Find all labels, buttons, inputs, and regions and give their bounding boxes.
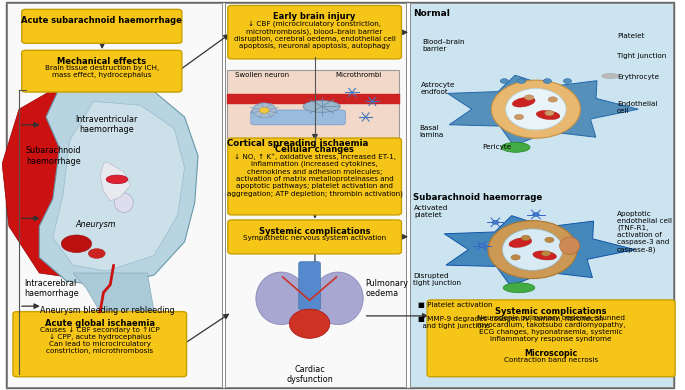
Text: Apoptotic
endothelial cell
(TNF-R1,
activation of
caspase-3 and
caspase-8): Apoptotic endothelial cell (TNF-R1, acti… <box>617 211 672 253</box>
Ellipse shape <box>525 95 534 100</box>
FancyBboxPatch shape <box>427 300 675 377</box>
Ellipse shape <box>511 255 520 260</box>
Ellipse shape <box>501 142 530 152</box>
Ellipse shape <box>253 103 276 118</box>
Ellipse shape <box>543 79 551 83</box>
Ellipse shape <box>256 272 306 324</box>
Text: Swollen neuron: Swollen neuron <box>235 72 289 78</box>
Text: Neurogenic pulmonary oedema, stunned
myocardium, takotsubo cardiomyopathy,
ECG c: Neurogenic pulmonary oedema, stunned myo… <box>477 315 625 342</box>
Ellipse shape <box>303 101 340 112</box>
Ellipse shape <box>517 79 525 83</box>
Text: Aneurysm: Aneurysm <box>75 220 116 229</box>
Text: Brain tissue destruction by ICH,
mass effect, hydrocephalus: Brain tissue destruction by ICH, mass ef… <box>45 65 159 78</box>
Ellipse shape <box>541 251 551 256</box>
Text: Systemic complications: Systemic complications <box>259 227 371 236</box>
Ellipse shape <box>560 237 580 254</box>
FancyBboxPatch shape <box>22 9 182 43</box>
Text: Intracerebral
haemorrhage: Intracerebral haemorrhage <box>24 279 78 298</box>
Ellipse shape <box>536 110 560 120</box>
Ellipse shape <box>478 244 485 248</box>
Ellipse shape <box>545 237 554 243</box>
FancyBboxPatch shape <box>251 110 345 125</box>
Polygon shape <box>445 216 635 286</box>
Text: Causes ↓ CBF secondary to ↑ICP
↓ CPP, acute hydrocephalus
Can lead to microcircu: Causes ↓ CBF secondary to ↑ICP ↓ CPP, ac… <box>40 326 160 355</box>
Ellipse shape <box>521 235 530 241</box>
Ellipse shape <box>114 193 133 213</box>
Ellipse shape <box>532 213 539 216</box>
Ellipse shape <box>545 110 554 116</box>
Ellipse shape <box>512 97 535 107</box>
Ellipse shape <box>509 238 532 248</box>
Text: ↓ CBF (microcirculatory constriction,
microthrombosis), blood–brain barrier
disr: ↓ CBF (microcirculatory constriction, mi… <box>234 20 395 49</box>
Text: Microthrombi: Microthrombi <box>336 72 382 78</box>
Ellipse shape <box>61 235 92 253</box>
FancyBboxPatch shape <box>299 262 321 310</box>
Text: Systemic complications: Systemic complications <box>495 307 607 316</box>
Ellipse shape <box>503 283 535 292</box>
Text: Cellular changes: Cellular changes <box>275 145 354 154</box>
Ellipse shape <box>491 80 580 138</box>
Text: Acute global ischaemia: Acute global ischaemia <box>45 319 155 328</box>
Text: Erythrocyte: Erythrocyte <box>617 74 659 80</box>
Polygon shape <box>53 101 184 271</box>
Ellipse shape <box>601 73 619 79</box>
Ellipse shape <box>533 251 556 260</box>
Text: ↓ NO, ↑ K⁺, oxidative stress, increased ET-1,
inflammation (increased cytokines,: ↓ NO, ↑ K⁺, oxidative stress, increased … <box>227 153 403 197</box>
Text: Platelet: Platelet <box>617 33 645 39</box>
FancyBboxPatch shape <box>410 3 673 387</box>
Text: Cardiac
dysfunction: Cardiac dysfunction <box>286 365 333 384</box>
Text: Cortical spreading ischaemia: Cortical spreading ischaemia <box>227 139 369 148</box>
Ellipse shape <box>548 97 558 102</box>
Text: Sympathetic nervous system activation: Sympathetic nervous system activation <box>243 235 386 241</box>
Text: Endothelial
cell: Endothelial cell <box>617 101 658 114</box>
FancyBboxPatch shape <box>13 312 186 377</box>
Ellipse shape <box>506 89 566 130</box>
FancyBboxPatch shape <box>228 138 401 215</box>
Text: Astrocyte
endfoot: Astrocyte endfoot <box>421 82 456 95</box>
Text: Disrupted
tight junction: Disrupted tight junction <box>413 273 461 286</box>
Polygon shape <box>448 75 638 145</box>
Text: Pericyte: Pericyte <box>482 144 511 150</box>
Text: ■ MMP-9 degrades collagen IV, laminin, fibronectin
  and tight junctions: ■ MMP-9 degrades collagen IV, laminin, f… <box>418 316 603 329</box>
Text: Acute subarachnoid haemorrhage: Acute subarachnoid haemorrhage <box>21 16 182 25</box>
FancyBboxPatch shape <box>227 70 399 138</box>
Text: Subarachnoid
haemorrhage: Subarachnoid haemorrhage <box>26 146 82 166</box>
Polygon shape <box>39 84 198 287</box>
Ellipse shape <box>289 309 329 338</box>
Ellipse shape <box>502 229 562 270</box>
Text: Aneurysm bleeding or rebleeding: Aneurysm bleeding or rebleeding <box>40 306 174 315</box>
Polygon shape <box>100 162 131 201</box>
Text: Activated
platelet: Activated platelet <box>414 205 449 218</box>
Ellipse shape <box>514 114 523 120</box>
Text: Tight junction: Tight junction <box>617 53 667 58</box>
Text: Pulmonary
oedema: Pulmonary oedema <box>366 279 409 298</box>
Text: ■ Platelet activation: ■ Platelet activation <box>418 302 492 308</box>
Text: Microscopic: Microscopic <box>525 349 577 358</box>
FancyBboxPatch shape <box>228 5 401 59</box>
Text: Basal
lamina: Basal lamina <box>420 125 444 138</box>
Ellipse shape <box>500 79 508 83</box>
FancyBboxPatch shape <box>5 2 675 388</box>
FancyBboxPatch shape <box>22 50 182 92</box>
Ellipse shape <box>312 272 363 324</box>
Polygon shape <box>2 86 175 281</box>
Ellipse shape <box>88 249 105 258</box>
FancyBboxPatch shape <box>225 3 406 387</box>
Text: Mechanical effects: Mechanical effects <box>58 57 147 66</box>
FancyBboxPatch shape <box>228 220 401 254</box>
Ellipse shape <box>564 79 571 83</box>
Text: Normal: Normal <box>413 9 450 18</box>
Ellipse shape <box>106 175 128 184</box>
Ellipse shape <box>260 108 269 113</box>
Polygon shape <box>73 273 154 320</box>
FancyBboxPatch shape <box>7 3 222 387</box>
Text: Subarachnoid haemorrage: Subarachnoid haemorrage <box>413 193 542 202</box>
Ellipse shape <box>492 220 499 224</box>
Text: Blood–brain
barrier: Blood–brain barrier <box>423 39 465 52</box>
Text: Early brain injury: Early brain injury <box>273 12 356 21</box>
Ellipse shape <box>488 221 577 278</box>
Text: Contraction band necrosis: Contraction band necrosis <box>504 357 598 363</box>
Text: Intraventricular
haemorrhage: Intraventricular haemorrhage <box>75 115 138 135</box>
